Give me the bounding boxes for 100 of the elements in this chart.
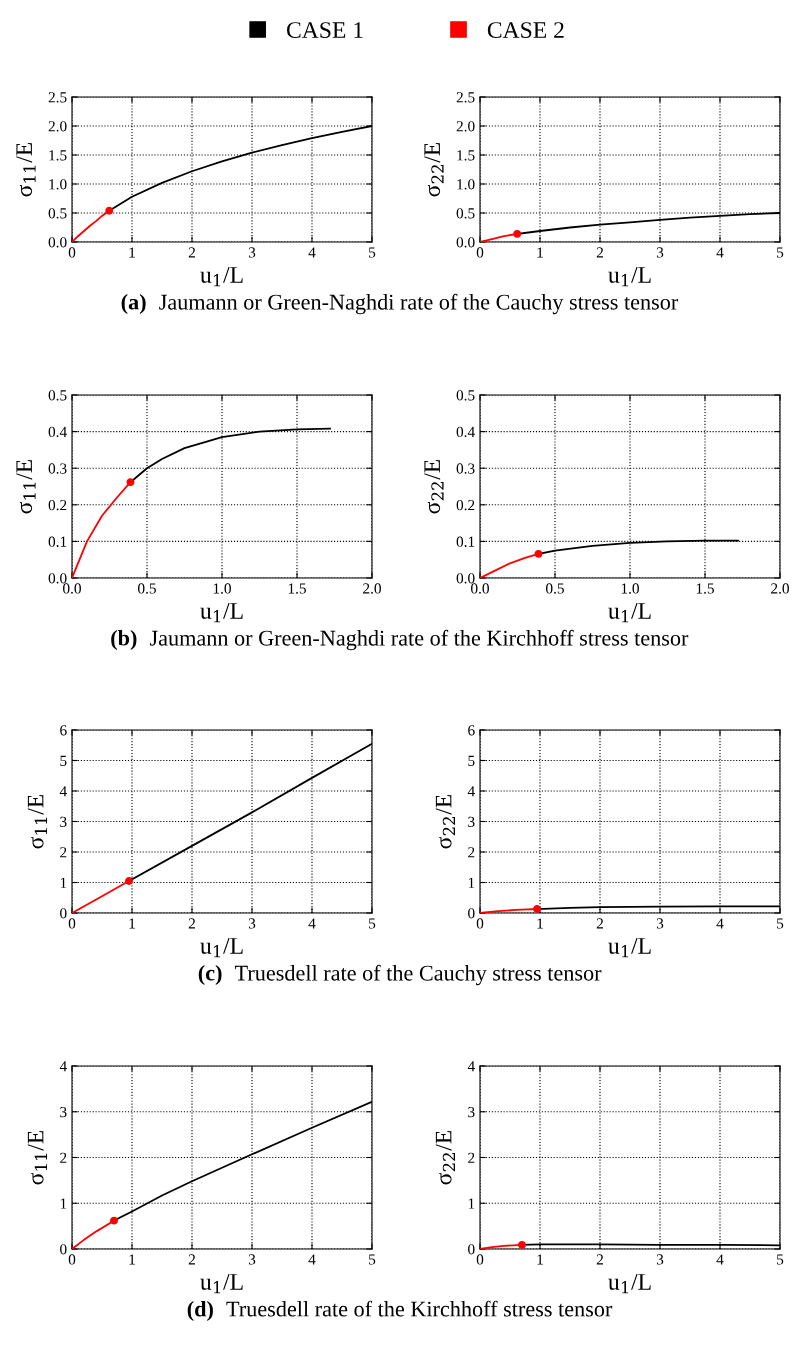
y-tick-label: 2 bbox=[60, 847, 67, 858]
y-tick-label: 0.4 bbox=[456, 426, 475, 438]
text: (a) bbox=[121, 293, 146, 315]
x-axis-title: u$_{1}$/L bbox=[608, 1274, 651, 1294]
y-tick-label: 4 bbox=[59, 786, 67, 797]
text: (d) bbox=[187, 1300, 213, 1322]
x-tick-label: 1 bbox=[129, 1254, 135, 1265]
legend-label: CASE 2 bbox=[487, 22, 564, 39]
x-tick-label: 5 bbox=[777, 918, 784, 929]
y-tick-label: 0 bbox=[468, 908, 475, 919]
y-tick-label: 2 bbox=[60, 1152, 67, 1163]
y-tick-label: 6 bbox=[468, 725, 475, 736]
y-tick-label: 0 bbox=[60, 1244, 67, 1255]
y-tick-label: 3 bbox=[468, 1106, 475, 1118]
x-tick-label: 3 bbox=[248, 1254, 256, 1265]
x-tick-label: 0.5 bbox=[138, 583, 156, 594]
x-tick-label: 2 bbox=[188, 1254, 195, 1265]
x-axis-title: u$_{1}$/L bbox=[608, 603, 651, 623]
y-tick-label: 0.2 bbox=[48, 499, 67, 511]
x-tick-label: 1 bbox=[129, 918, 135, 929]
y-axis-title: σ$_{11}$/E bbox=[27, 794, 48, 849]
x-tick-label: 5 bbox=[777, 247, 784, 258]
x-tick-label: 5 bbox=[369, 1254, 376, 1265]
y-tick-label: 0.0 bbox=[48, 573, 67, 584]
legend-label: CASE 1 bbox=[286, 22, 363, 39]
x-tick-label: 1.0 bbox=[213, 583, 231, 594]
y-tick-label: 3 bbox=[60, 816, 67, 827]
x-tick-label: 1 bbox=[537, 247, 543, 258]
x-tick-label: 2 bbox=[188, 247, 195, 258]
x-tick-label: 3 bbox=[656, 1254, 664, 1265]
x-tick-label: 2 bbox=[596, 1254, 603, 1265]
y-tick-label: 0.5 bbox=[48, 208, 67, 219]
x-tick-label: 4 bbox=[716, 918, 724, 929]
y-axis-title: σ$_{22}$/E bbox=[435, 794, 456, 849]
x-axis-title: u$_{1}$/L bbox=[200, 267, 243, 287]
y-tick-label: 0.0 bbox=[456, 237, 475, 248]
y-tick-label: 2 bbox=[468, 847, 475, 858]
y-tick-label: 1.5 bbox=[457, 150, 475, 161]
y-tick-label: 0 bbox=[468, 1244, 475, 1255]
x-tick-label: 1.5 bbox=[696, 583, 714, 594]
y-tick-label: 3 bbox=[60, 1106, 67, 1118]
x-tick-label: 2 bbox=[596, 247, 603, 258]
y-tick-label: 0.2 bbox=[456, 499, 475, 511]
x-tick-label: 0 bbox=[476, 247, 484, 258]
x-tick-label: 0 bbox=[68, 1254, 76, 1265]
text: (c) bbox=[198, 964, 222, 986]
x-axis-title: u$_{1}$/L bbox=[200, 603, 243, 623]
x-tick-label: 0 bbox=[68, 247, 76, 258]
x-tick-label: 3 bbox=[248, 247, 256, 258]
text: Truesdell rate of the Kirchhoff stress tensor bbox=[226, 1300, 613, 1317]
y-tick-label: 0.1 bbox=[456, 536, 475, 547]
y-tick-label: 2.0 bbox=[48, 121, 67, 132]
x-tick-label: 0 bbox=[476, 1254, 484, 1265]
y-axis-title: σ$_{11}$/E bbox=[27, 1130, 48, 1185]
y-tick-label: 6 bbox=[60, 725, 67, 736]
y-tick-label: 1 bbox=[60, 1198, 67, 1209]
y-tick-label: 2.0 bbox=[456, 121, 475, 132]
y-tick-label: 5 bbox=[60, 755, 67, 766]
x-tick-label: 2.0 bbox=[771, 583, 789, 594]
y-tick-label: 0.3 bbox=[456, 463, 475, 474]
x-tick-label: 4 bbox=[308, 918, 316, 929]
x-tick-label: 0 bbox=[68, 918, 76, 929]
y-tick-label: 3 bbox=[468, 816, 475, 827]
y-tick-label: 0.5 bbox=[456, 390, 475, 401]
x-tick-label: 4 bbox=[308, 247, 316, 258]
x-tick-label: 1 bbox=[537, 918, 543, 929]
x-axis-title: u$_{1}$/L bbox=[200, 938, 243, 958]
y-tick-label: 1 bbox=[60, 877, 67, 888]
x-tick-label: 1.0 bbox=[621, 583, 639, 594]
x-tick-label: 3 bbox=[656, 918, 664, 929]
text: Jaumann or Green-Naghdi rate of the Kirchhoff stress tensor bbox=[149, 629, 689, 651]
text: (b) bbox=[111, 629, 137, 651]
x-tick-label: 5 bbox=[369, 247, 376, 258]
y-tick-label: 0.1 bbox=[48, 536, 67, 547]
y-tick-label: 4 bbox=[467, 786, 475, 797]
x-tick-label: 1 bbox=[129, 247, 135, 258]
x-tick-label: 2 bbox=[188, 918, 195, 929]
y-axis-title: σ$_{11}$/E bbox=[16, 459, 36, 514]
y-tick-label: 2.5 bbox=[456, 92, 475, 103]
y-tick-label: 0.5 bbox=[456, 208, 475, 219]
x-tick-label: 4 bbox=[716, 1254, 724, 1265]
x-axis-title: u$_{1}$/L bbox=[608, 938, 651, 958]
y-tick-label: 0.5 bbox=[48, 390, 67, 401]
y-axis-title: σ$_{22}$/E bbox=[435, 1130, 456, 1185]
y-axis-title: σ$_{22}$/E bbox=[424, 142, 444, 197]
y-tick-label: 0.0 bbox=[456, 573, 475, 584]
text: Truesdell rate of the Cauchy stress tensor bbox=[234, 964, 602, 986]
y-tick-label: 1.5 bbox=[49, 150, 67, 161]
y-tick-label: 1 bbox=[468, 877, 475, 888]
x-tick-label: 1 bbox=[537, 1254, 543, 1265]
x-tick-label: 0 bbox=[476, 918, 484, 929]
y-tick-label: 4 bbox=[467, 1061, 475, 1072]
x-tick-label: 4 bbox=[716, 247, 724, 258]
y-tick-label: 0 bbox=[60, 908, 67, 919]
y-tick-label: 0.0 bbox=[48, 237, 67, 248]
y-tick-label: 2.5 bbox=[48, 92, 67, 103]
x-tick-label: 2.0 bbox=[363, 583, 381, 594]
x-tick-label: 5 bbox=[777, 1254, 784, 1265]
x-tick-label: 1.5 bbox=[288, 583, 306, 594]
x-tick-label: 3 bbox=[656, 247, 664, 258]
